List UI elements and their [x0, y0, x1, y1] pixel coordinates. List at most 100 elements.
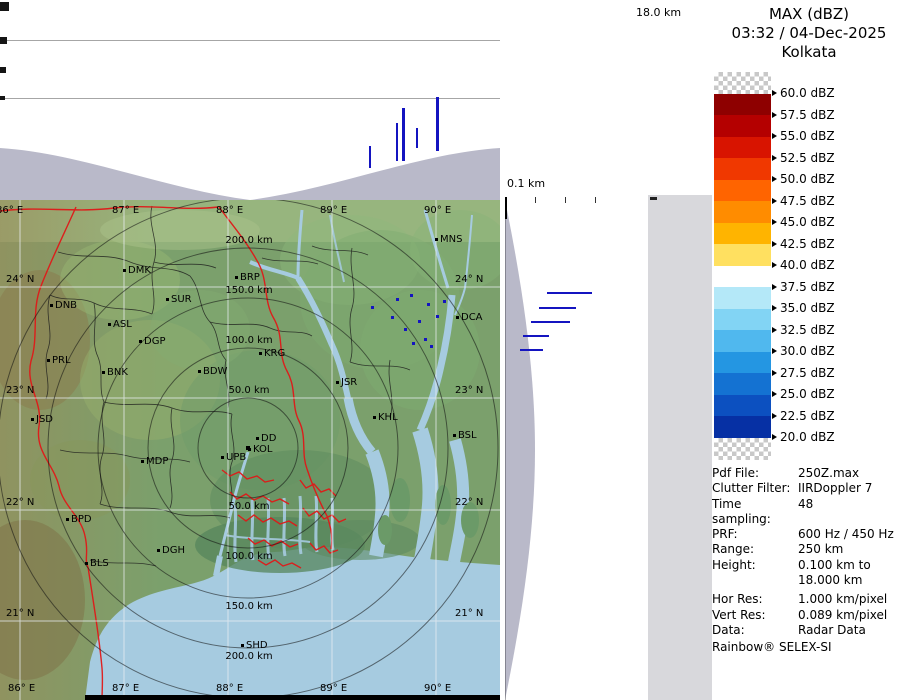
metadata-row: 18.000 km: [712, 573, 906, 588]
legend-tick-text: 57.5 dBZ: [780, 108, 835, 122]
right-profile-nodata-lens: [505, 200, 535, 700]
metadata-label: Clutter Filter:: [712, 481, 798, 496]
legend-tick-text: 40.0 dBZ: [780, 258, 835, 272]
map-geography: [0, 198, 500, 700]
legend-color-band: [714, 330, 771, 352]
legend-tick-label: 20.0 dBZ: [772, 430, 835, 445]
metadata-value: 250 km: [798, 542, 843, 557]
legend-tick-text: 47.5 dBZ: [780, 194, 835, 208]
legend-tick-arrow-icon: [772, 219, 777, 225]
legend-tick-label: 40.0 dBZ: [772, 258, 835, 273]
metadata-label: Time sampling:: [712, 497, 798, 528]
legend-tick-arrow-icon: [772, 112, 777, 118]
metadata-label: Data:: [712, 623, 798, 638]
side-gray-column: [648, 195, 712, 700]
radar-site-marker: [246, 446, 250, 450]
legend-color-band: [714, 309, 771, 331]
right-profile-tick: [565, 197, 566, 203]
legend-tick-arrow-icon: [772, 391, 777, 397]
legend-tick-text: 30.0 dBZ: [780, 344, 835, 358]
legend-tick-text: 52.5 dBZ: [780, 151, 835, 165]
side-column-tick: [650, 197, 657, 200]
metadata-label: Pdf File:: [712, 466, 798, 481]
legend-tick-label: 30.0 dBZ: [772, 344, 835, 359]
legend-tick-label: 57.5 dBZ: [772, 107, 835, 122]
metadata-value: 0.089 km/pixel: [798, 608, 887, 623]
legend-tick-text: 22.5 dBZ: [780, 409, 835, 423]
legend-tick-arrow-icon: [772, 241, 777, 247]
legend-color-band: [714, 244, 771, 266]
info-panel: MAX (dBZ) 03:32 / 04-Dec-2025 Kolkata 60…: [712, 0, 906, 700]
metadata-row: Hor Res:1.000 km/pixel: [712, 592, 906, 607]
metadata-label: Hor Res:: [712, 592, 798, 607]
metadata-label: PRF:: [712, 527, 798, 542]
metadata-value: IIRDoppler 7: [798, 481, 872, 496]
legend-tick-arrow-icon: [772, 305, 777, 311]
height-axis-max-label: 18.0 km: [636, 6, 681, 19]
legend-tick-arrow-icon: [772, 155, 777, 161]
legend-tick-label: 60.0 dBZ: [772, 86, 835, 101]
legend-tick-label: 27.5 dBZ: [772, 365, 835, 380]
legend-tick-text: 45.0 dBZ: [780, 215, 835, 229]
legend-color-band: [714, 94, 771, 116]
legend-tick-text: 55.0 dBZ: [780, 129, 835, 143]
legend-tick-label: 37.5 dBZ: [772, 279, 835, 294]
metadata-value: 250Z.max: [798, 466, 859, 481]
legend-tick-arrow-icon: [772, 284, 777, 290]
metadata-value: 600 Hz / 450 Hz: [798, 527, 894, 542]
map-bottom-frame: [85, 695, 500, 700]
right-profile-tick: [535, 197, 536, 203]
metadata-row: Vert Res:0.089 km/pixel: [712, 608, 906, 623]
legend-tick-text: 27.5 dBZ: [780, 366, 835, 380]
legend-transparency-band: [714, 72, 771, 94]
legend-tick-text: 37.5 dBZ: [780, 280, 835, 294]
metadata-row: Time sampling:48: [712, 497, 906, 528]
legend-tick-arrow-icon: [772, 198, 777, 204]
legend-tick-arrow-icon: [772, 262, 777, 268]
legend-tick-label: 50.0 dBZ: [772, 172, 835, 187]
right-profile-tick: [595, 197, 596, 203]
map-overlay-svg: [0, 0, 500, 700]
right-profile-axis-line: [505, 197, 507, 219]
legend-tick-text: 32.5 dBZ: [780, 323, 835, 337]
metadata-label: Range:: [712, 542, 798, 557]
metadata-label: Vert Res:: [712, 608, 798, 623]
metadata-row: PRF:600 Hz / 450 Hz: [712, 527, 906, 542]
legend-tick-label: 55.0 dBZ: [772, 129, 835, 144]
legend-tick-arrow-icon: [772, 176, 777, 182]
metadata-value: 48: [798, 497, 813, 528]
legend-tick-label: 25.0 dBZ: [772, 387, 835, 402]
legend-tick-label: 42.5 dBZ: [772, 236, 835, 251]
metadata-row: Range:250 km: [712, 542, 906, 557]
metadata-row: Height:0.100 km to: [712, 558, 906, 573]
legend-color-band: [714, 373, 771, 395]
legend-color-band: [714, 223, 771, 245]
metadata-label: Height:: [712, 558, 798, 573]
metadata-value: 1.000 km/pixel: [798, 592, 887, 607]
legend-tick-label: 35.0 dBZ: [772, 301, 835, 316]
metadata-row: Pdf File:250Z.max: [712, 466, 906, 481]
legend-tick-text: 25.0 dBZ: [780, 387, 835, 401]
software-credit: Rainbow® SELEX-SI: [712, 640, 906, 655]
metadata-value: Radar Data: [798, 623, 866, 638]
legend-color-band: [714, 395, 771, 417]
dbz-color-legend: 60.0 dBZ 57.5 dBZ 55.0 dBZ 52.5 dBZ 50.0 dBZ…: [712, 0, 906, 466]
legend-tick-label: 52.5 dBZ: [772, 150, 835, 165]
legend-tick-arrow-icon: [772, 434, 777, 440]
height-axis-origin-label: 0.1 km: [507, 177, 545, 190]
radar-product-display: 18.0 km 0.1 km MNSDMKBRPSURDNBASLDGPKRGP…: [0, 0, 906, 700]
metadata-value: 18.000 km: [798, 573, 862, 588]
legend-color-band: [714, 115, 771, 137]
metadata-value: 0.100 km to: [798, 558, 871, 573]
legend-color-band: [714, 137, 771, 159]
legend-color-band: [714, 201, 771, 223]
legend-tick-text: 60.0 dBZ: [780, 86, 835, 100]
metadata-label: [712, 573, 798, 588]
metadata-rows: Pdf File:250Z.maxClutter Filter:IIRDoppl…: [712, 466, 906, 638]
legend-tick-arrow-icon: [772, 133, 777, 139]
legend-color-band: [714, 416, 771, 438]
legend-tick-label: 47.5 dBZ: [772, 193, 835, 208]
legend-tick-arrow-icon: [772, 370, 777, 376]
legend-tick-arrow-icon: [772, 413, 777, 419]
legend-color-band: [714, 352, 771, 374]
